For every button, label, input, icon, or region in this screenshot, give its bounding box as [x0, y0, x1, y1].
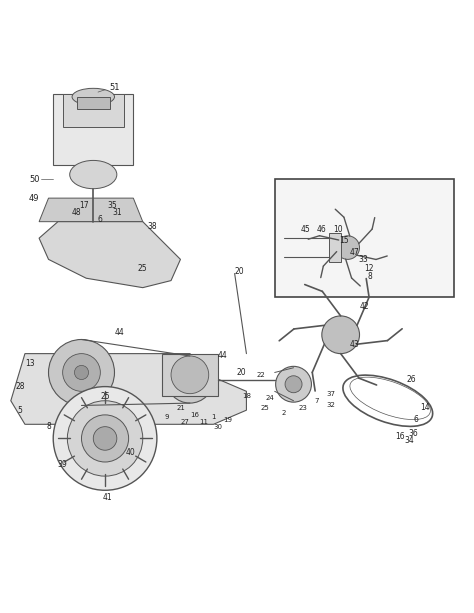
Text: 43: 43 [350, 340, 360, 349]
Ellipse shape [178, 368, 201, 391]
Text: 47: 47 [350, 248, 360, 257]
Text: 20: 20 [237, 368, 246, 377]
Text: 38: 38 [147, 222, 157, 231]
Text: 40: 40 [126, 448, 136, 457]
Text: 33: 33 [358, 255, 368, 264]
Bar [162, 354, 218, 396]
Ellipse shape [48, 340, 115, 405]
Text: 49: 49 [29, 194, 40, 203]
Text: 5: 5 [18, 406, 23, 414]
Text: 42: 42 [359, 302, 369, 311]
Text: 9: 9 [164, 414, 169, 421]
Text: 24: 24 [265, 395, 274, 402]
Ellipse shape [70, 161, 117, 189]
Text: 31: 31 [112, 208, 122, 217]
Text: 27: 27 [181, 419, 190, 425]
Polygon shape [39, 222, 181, 287]
Polygon shape [63, 94, 124, 128]
Text: 41: 41 [102, 493, 112, 502]
Text: 2: 2 [282, 409, 286, 416]
Text: 48: 48 [72, 208, 82, 217]
Text: 8: 8 [46, 422, 51, 431]
Text: 19: 19 [223, 417, 232, 422]
Text: 28: 28 [16, 382, 25, 391]
Text: 44: 44 [114, 328, 124, 337]
Text: 44: 44 [218, 351, 228, 360]
Polygon shape [11, 354, 246, 424]
Ellipse shape [82, 415, 128, 462]
Text: 13: 13 [25, 359, 35, 368]
Text: 26: 26 [407, 375, 416, 384]
Text: 46: 46 [317, 225, 327, 234]
Text: 11: 11 [200, 419, 209, 425]
Text: 34: 34 [404, 436, 414, 445]
Ellipse shape [322, 316, 359, 354]
Polygon shape [53, 94, 133, 165]
Ellipse shape [63, 354, 100, 391]
Text: 30: 30 [214, 424, 223, 430]
Ellipse shape [93, 427, 117, 450]
Text: 35: 35 [107, 200, 117, 210]
Text: 20: 20 [235, 267, 244, 276]
Ellipse shape [67, 401, 143, 476]
Text: 25: 25 [261, 405, 270, 411]
Text: 7: 7 [315, 398, 319, 404]
Ellipse shape [72, 88, 115, 105]
Ellipse shape [166, 356, 213, 403]
Text: 14: 14 [421, 403, 430, 413]
Bar [77, 97, 110, 109]
Polygon shape [39, 198, 143, 222]
Bar [329, 234, 341, 262]
Ellipse shape [53, 387, 157, 490]
Text: 18: 18 [242, 393, 251, 399]
Text: 15: 15 [340, 236, 349, 245]
Text: 25: 25 [138, 264, 147, 273]
Text: 21: 21 [176, 405, 185, 411]
Text: 32: 32 [327, 403, 336, 408]
Text: 36: 36 [409, 429, 419, 438]
Ellipse shape [171, 356, 209, 394]
Text: 12: 12 [364, 264, 374, 273]
Text: 8: 8 [368, 272, 373, 281]
Text: 37: 37 [327, 390, 336, 397]
Text: 25: 25 [100, 392, 110, 400]
Ellipse shape [74, 365, 89, 379]
Text: 39: 39 [58, 460, 67, 469]
Text: 51: 51 [109, 83, 120, 92]
Text: 1: 1 [211, 414, 216, 421]
Text: 17: 17 [79, 200, 89, 210]
Text: 22: 22 [256, 372, 265, 378]
Text: 50: 50 [29, 175, 40, 184]
Text: 6: 6 [414, 415, 419, 424]
Text: 16: 16 [190, 412, 199, 418]
Ellipse shape [285, 376, 302, 393]
Text: 45: 45 [301, 225, 310, 234]
Ellipse shape [336, 236, 359, 259]
Text: 6: 6 [98, 215, 103, 224]
Text: 16: 16 [395, 432, 404, 441]
Ellipse shape [276, 367, 311, 402]
Bar [275, 179, 454, 297]
Text: 10: 10 [334, 225, 343, 234]
Text: 23: 23 [299, 405, 308, 411]
